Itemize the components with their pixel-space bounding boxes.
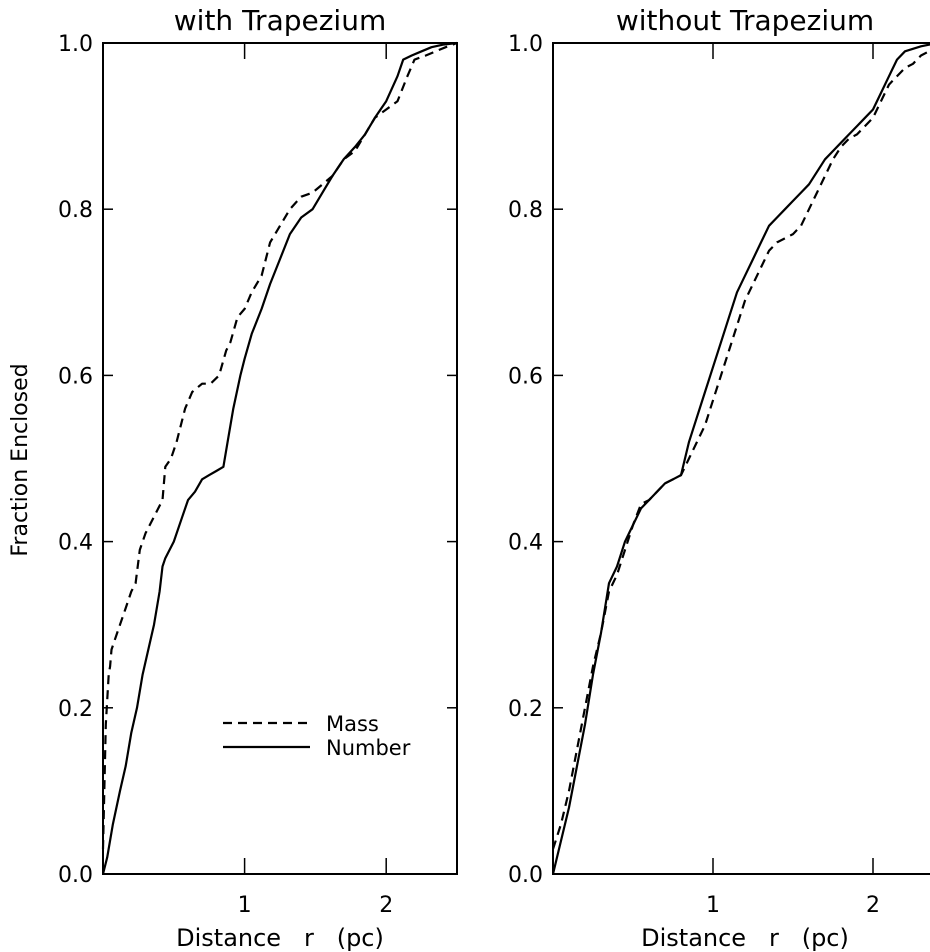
series-layer bbox=[101, 41, 458, 875]
ticks-layer: 0.0 0.2 0.4 0.6 0.8 1.0 1 2 bbox=[508, 32, 880, 918]
y-tick-label: 0.0 bbox=[508, 863, 543, 888]
y-tick-label: 0.8 bbox=[58, 198, 93, 223]
series-number-line bbox=[101, 41, 458, 875]
y-axis-label: Fraction Enclosed bbox=[8, 363, 33, 556]
series-mass-line bbox=[551, 49, 930, 850]
y-tick-label: 0.6 bbox=[58, 364, 93, 389]
panel-title: with Trapezium bbox=[174, 4, 386, 37]
y-tick-label: 1.0 bbox=[508, 32, 543, 57]
series-layer bbox=[551, 43, 930, 875]
legend: Mass Number bbox=[223, 712, 411, 760]
y-tick-label: 0.6 bbox=[508, 364, 543, 389]
y-tick-label: 0.4 bbox=[58, 531, 93, 556]
series-number-line bbox=[551, 43, 930, 875]
series-mass-line bbox=[101, 41, 458, 850]
legend-number-label: Number bbox=[326, 736, 411, 760]
x-tick-label: 1 bbox=[706, 893, 720, 918]
y-tick-label: 0.2 bbox=[508, 697, 543, 722]
y-tick-label: 1.0 bbox=[58, 32, 93, 57]
x-tick-label: 2 bbox=[379, 893, 393, 918]
x-axis-label: Distance r (pc) bbox=[641, 924, 849, 952]
panel-with-trapezium: with Trapezium Distance r (pc) 0.0 0.2 0.4… bbox=[58, 4, 458, 952]
axes-frame bbox=[552, 42, 930, 875]
panel-title: without Trapezium bbox=[616, 4, 874, 37]
y-tick-label: 0.0 bbox=[58, 863, 93, 888]
x-tick-label: 2 bbox=[866, 893, 880, 918]
x-axis-label: Distance r (pc) bbox=[176, 924, 384, 952]
y-tick-label: 0.2 bbox=[58, 697, 93, 722]
ticks-layer: 0.0 0.2 0.4 0.6 0.8 1.0 1 2 bbox=[58, 32, 457, 918]
y-tick-label: 0.4 bbox=[508, 531, 543, 556]
y-tick-label: 0.8 bbox=[508, 198, 543, 223]
panel-without-trapezium: without Trapezium Distance r (pc) 0.0 0.2… bbox=[508, 4, 930, 952]
x-tick-label: 1 bbox=[238, 893, 252, 918]
axes-frame bbox=[102, 42, 458, 875]
legend-mass-label: Mass bbox=[326, 712, 379, 736]
